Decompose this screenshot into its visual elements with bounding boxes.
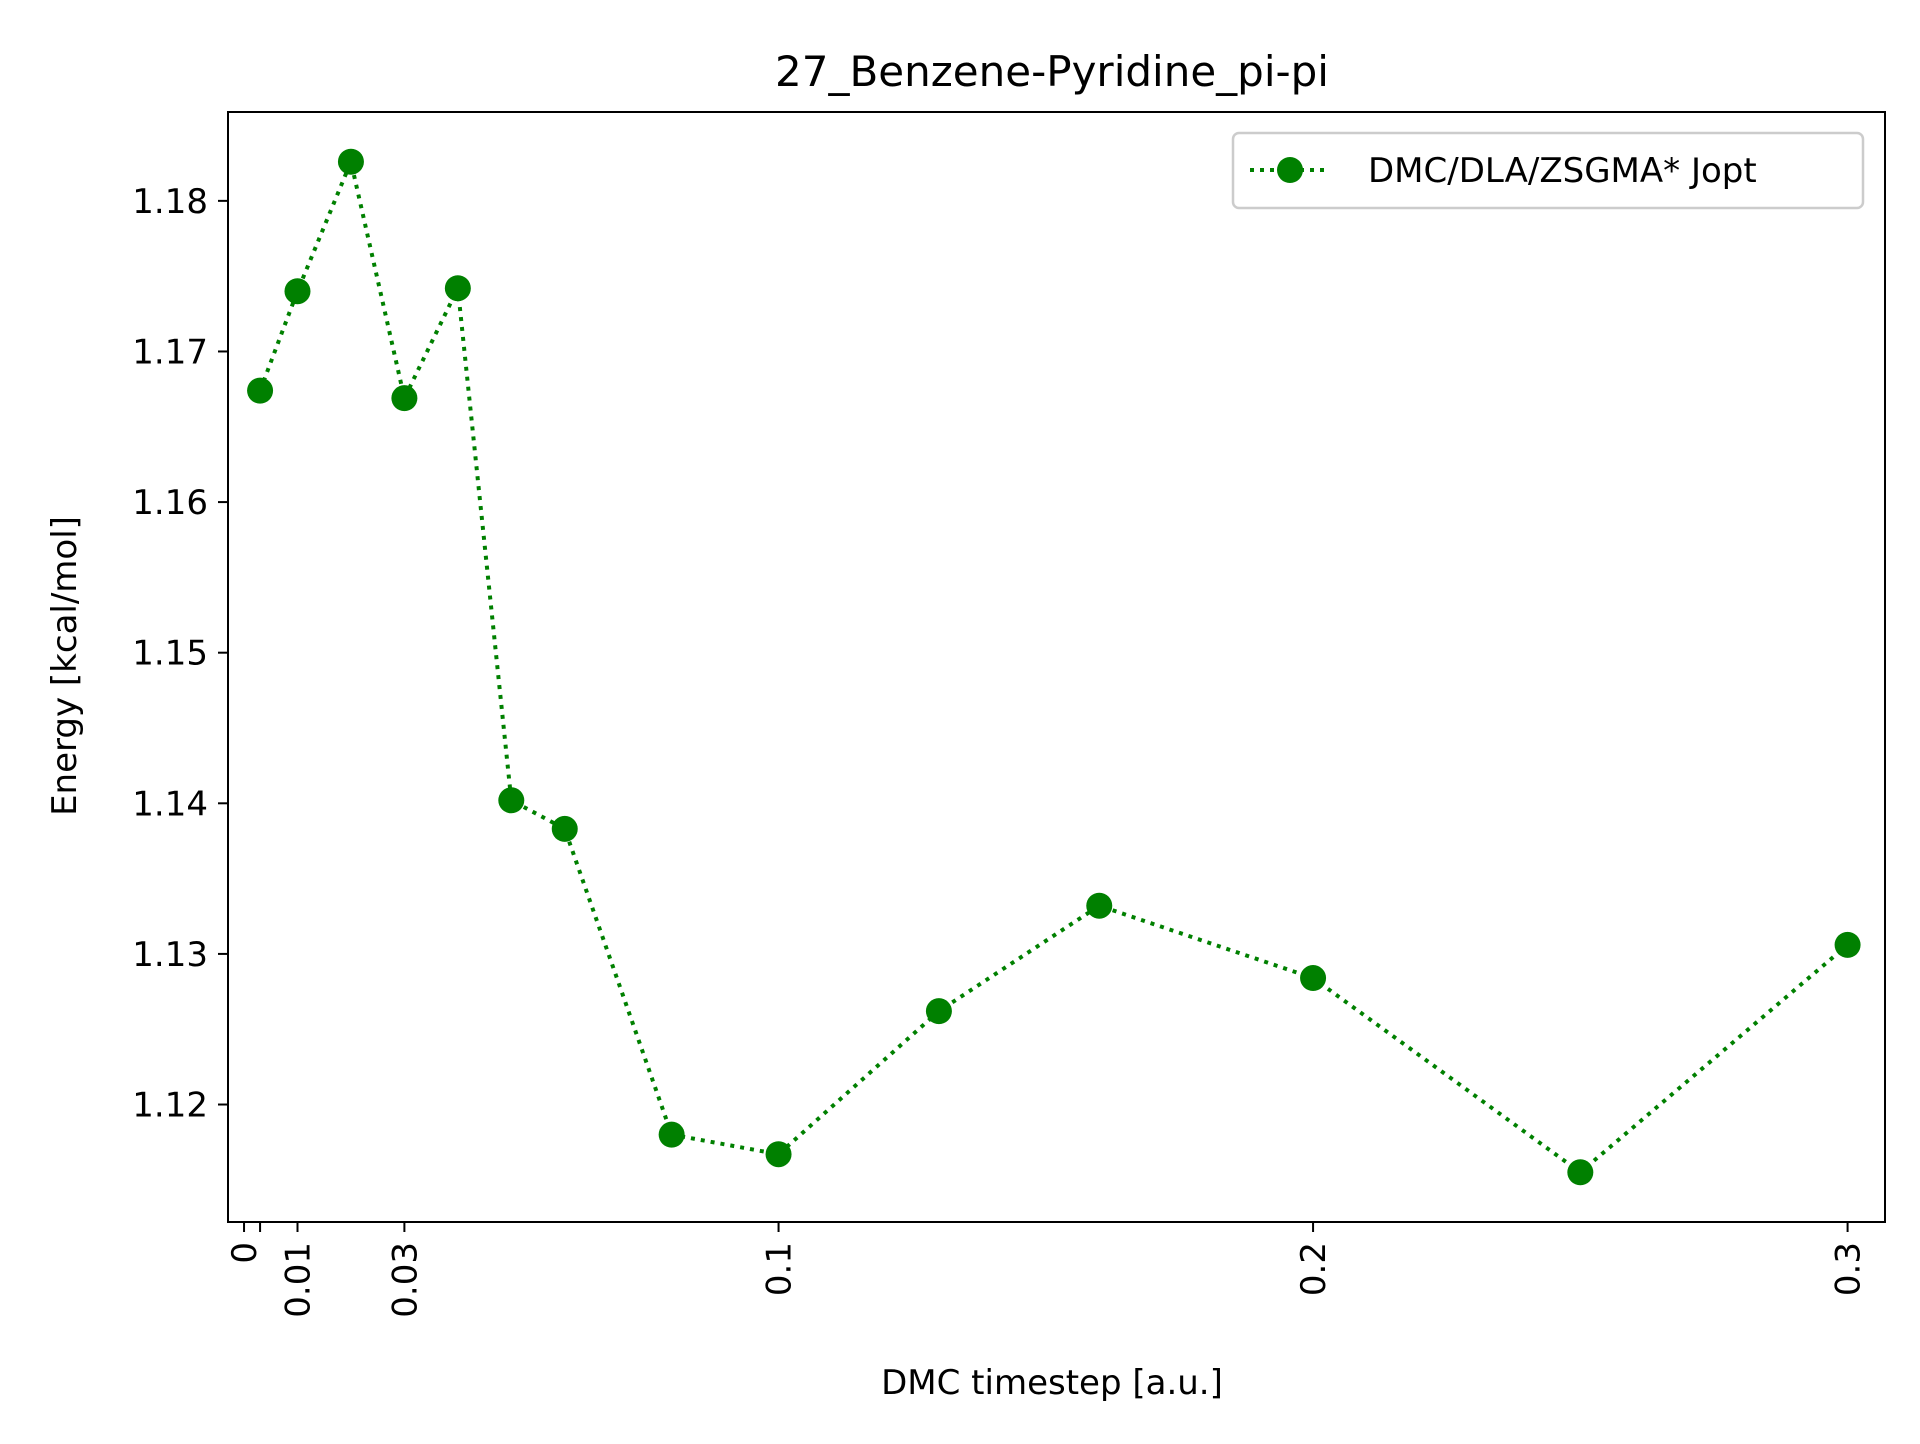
y-tick-label: 1.12 bbox=[132, 1086, 208, 1126]
x-tick-label: 0.1 bbox=[760, 1242, 800, 1296]
data-point bbox=[1086, 892, 1113, 919]
data-point bbox=[391, 385, 418, 412]
data-point bbox=[1834, 931, 1861, 958]
data-point bbox=[498, 787, 525, 814]
data-point bbox=[444, 275, 471, 302]
x-tick-label: 0.01 bbox=[278, 1242, 318, 1318]
data-point bbox=[658, 1121, 685, 1148]
y-tick-label: 1.16 bbox=[132, 483, 208, 523]
data-point bbox=[284, 278, 311, 305]
legend: DMC/DLA/ZSGMA* Jopt bbox=[1231, 131, 1865, 210]
x-tick-label: 0 bbox=[225, 1242, 265, 1264]
y-tick-label: 1.18 bbox=[132, 182, 208, 222]
data-point bbox=[337, 148, 364, 175]
data-point bbox=[1567, 1159, 1594, 1186]
chart-title: 27_Benzene-Pyridine_pi-pi bbox=[775, 47, 1329, 96]
x-axis-label: DMC timestep [a.u.] bbox=[881, 1363, 1223, 1403]
data-point bbox=[765, 1141, 792, 1168]
x-tick-label: 0.3 bbox=[1829, 1242, 1869, 1296]
plot-area bbox=[227, 111, 1886, 1223]
data-point bbox=[247, 377, 274, 404]
data-point bbox=[551, 815, 578, 842]
data-point bbox=[1300, 965, 1327, 992]
legend-label: DMC/DLA/ZSGMA* Jopt bbox=[1368, 151, 1757, 191]
x-axis: 0 0.01 0.03 0.1 0.2 0.3 bbox=[225, 1222, 1869, 1318]
series-line bbox=[258, 155, 1849, 1175]
x-tick-label: 0.2 bbox=[1294, 1242, 1334, 1296]
data-point bbox=[925, 998, 952, 1025]
y-tick-label: 1.14 bbox=[132, 784, 208, 824]
y-tick-label: 1.15 bbox=[132, 634, 208, 674]
y-axis-label: Energy [kcal/mol] bbox=[45, 516, 85, 816]
y-tick-label: 1.17 bbox=[132, 332, 208, 372]
y-axis: 1.12 1.13 1.14 1.15 1.16 1.17 1.18 bbox=[132, 182, 228, 1126]
axes-frame bbox=[227, 111, 1886, 1223]
y-tick-label: 1.13 bbox=[132, 935, 208, 975]
legend-marker bbox=[1277, 157, 1303, 183]
x-tick-label: 0.03 bbox=[385, 1242, 425, 1318]
legend-box bbox=[1231, 131, 1865, 210]
